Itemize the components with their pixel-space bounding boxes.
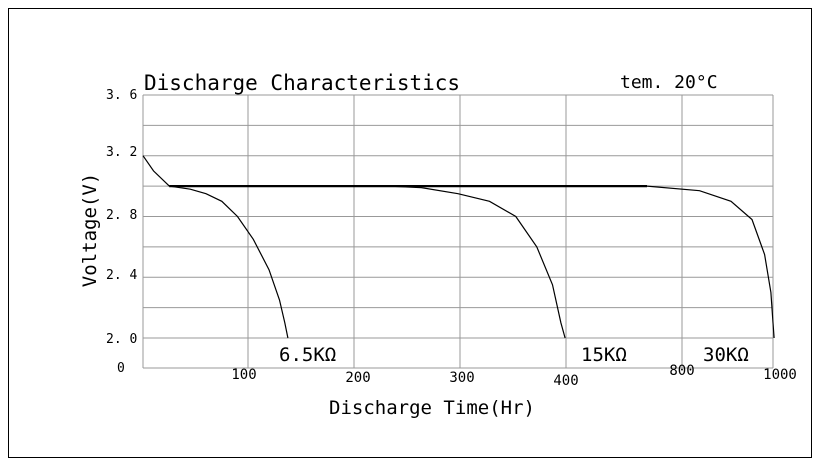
y-axis-label: Voltage(V)	[79, 173, 101, 287]
chart-frame	[8, 8, 812, 458]
series-line	[389, 185, 775, 339]
labels: Discharge Characteristics tem. 20°C Disc…	[79, 71, 718, 419]
x-tick-label: 800	[669, 363, 694, 379]
temperature-annotation: tem. 20°C	[620, 72, 718, 93]
series-line	[169, 185, 566, 339]
y-zero-label: 0	[117, 361, 125, 376]
x-tick-label: 100	[231, 367, 256, 383]
series-label: 30KΩ	[703, 344, 749, 366]
chart-title: Discharge Characteristics	[144, 71, 460, 95]
x-tick-label: 200	[345, 370, 370, 386]
x-tick-label: 1000	[763, 367, 797, 383]
series-label: 15KΩ	[581, 344, 627, 366]
x-tick-label: 400	[553, 373, 578, 389]
x-axis-label: Discharge Time(Hr)	[329, 397, 535, 419]
y-tick-label: 3. 6	[106, 88, 137, 103]
x-tick-label: 300	[449, 370, 474, 386]
y-tick-label: 2. 0	[106, 332, 137, 347]
series-line	[142, 155, 289, 339]
y-tick-label: 2. 4	[106, 268, 137, 283]
y-tick-label: 3. 2	[106, 145, 137, 160]
grid: 3. 6 3. 2 2. 8 2. 4 2. 0 100 200 300 400 800 1000	[106, 88, 797, 389]
series-label: 6.5KΩ	[279, 344, 336, 366]
series-layer: 6.5KΩ 15KΩ 30KΩ	[142, 155, 775, 366]
y-tick-label: 2. 8	[106, 208, 137, 223]
